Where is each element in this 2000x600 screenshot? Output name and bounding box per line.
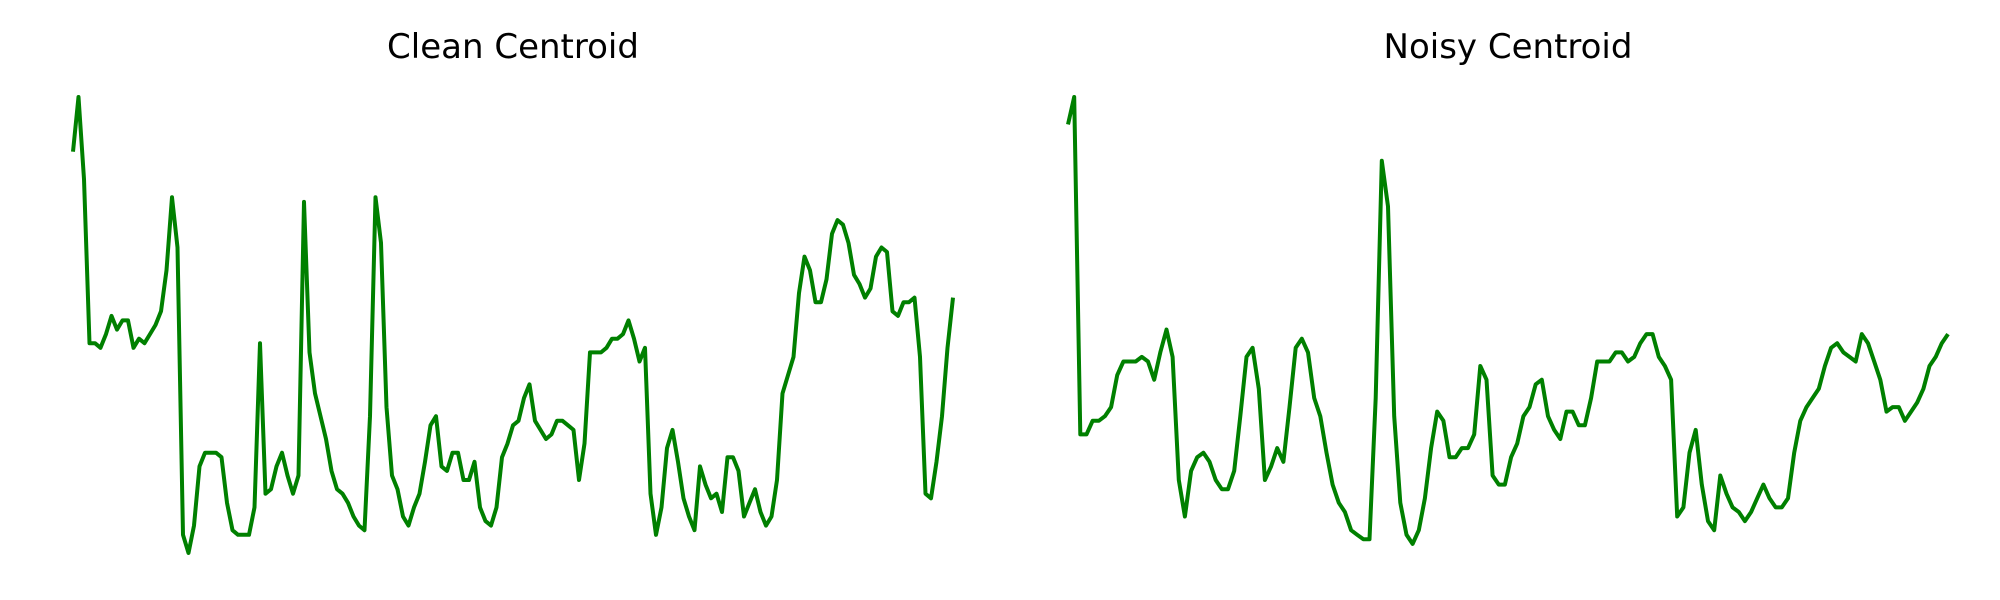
chart-title-noisy-centroid: Noisy Centroid: [1384, 27, 1633, 67]
series-layer-noisy-centroid: [1066, 95, 1950, 546]
chart-title-clean-centroid: Clean Centroid: [387, 27, 639, 67]
series-layer-clean-centroid: [71, 95, 955, 555]
series-line-1-0: [1066, 95, 1950, 546]
chart-clean-centroid: Clean Centroid: [71, 27, 955, 555]
chart-noisy-centroid: Noisy Centroid: [1066, 27, 1950, 546]
series-line-0-0: [71, 95, 955, 555]
